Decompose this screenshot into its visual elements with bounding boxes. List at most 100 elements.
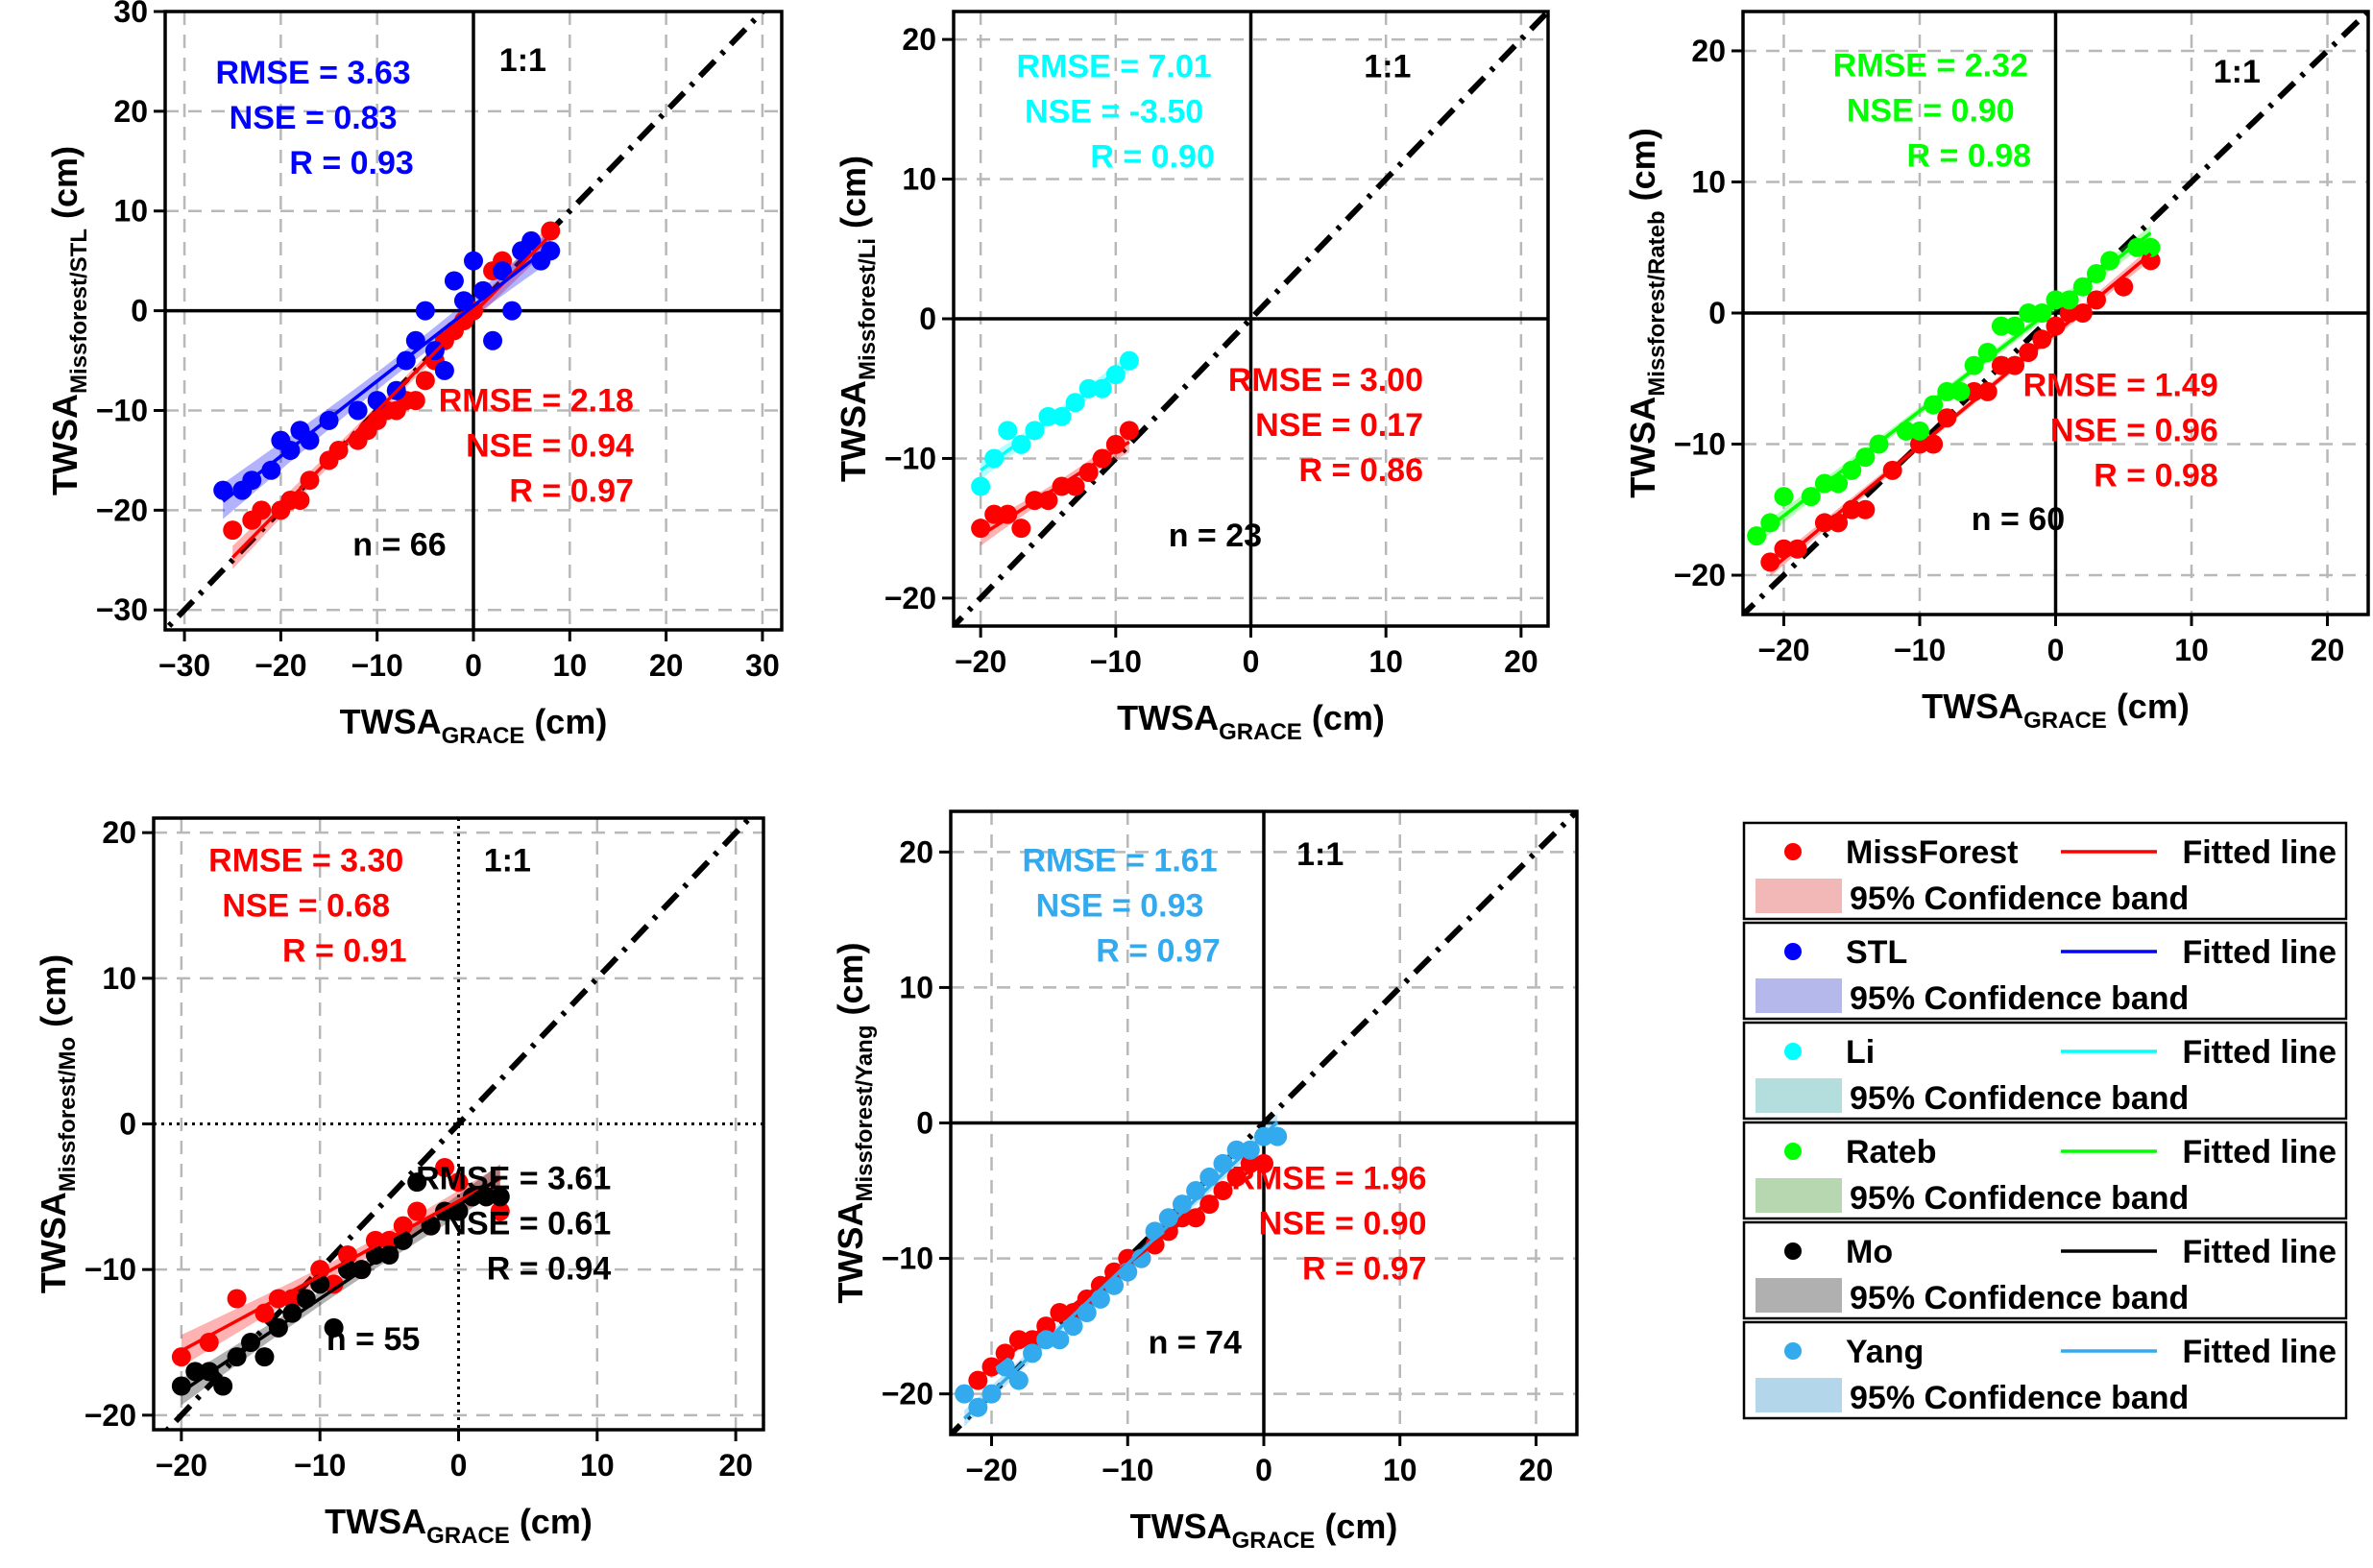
data-point-missforest bbox=[1011, 519, 1031, 539]
data-point-yang bbox=[1268, 1126, 1288, 1146]
stats-rateb-rmse: RMSE = 2.32 bbox=[1833, 48, 2028, 84]
data-point-missforest bbox=[1855, 499, 1876, 519]
legend-band-label: 95% Confidence band bbox=[1850, 980, 2189, 1017]
data-point-missforest bbox=[1118, 1248, 1138, 1268]
data-point-stl bbox=[493, 261, 513, 281]
legend-box bbox=[1742, 821, 2348, 921]
legend-marker bbox=[1784, 1043, 1802, 1060]
plot-area bbox=[165, 12, 782, 630]
data-point-rateb bbox=[2100, 251, 2120, 271]
data-point-stl bbox=[502, 301, 522, 321]
x-tick-label: −20 bbox=[965, 1453, 1017, 1487]
x-tick-label: 0 bbox=[1255, 1453, 1272, 1487]
data-point-li bbox=[1011, 434, 1031, 454]
stats-li-r: R = 0.90 bbox=[1090, 138, 1214, 175]
sample-count: n = 66 bbox=[352, 527, 446, 564]
fitted-line-missforest bbox=[1769, 252, 2152, 571]
y-tick-label: −20 bbox=[96, 493, 148, 527]
scatter-panel-mo: −20 −10 0 10 20 −20 −10 0 10 20 TWSAGRACE (cm) TWSA… bbox=[34, 815, 765, 1549]
stats-stl-nse: NSE = 0.83 bbox=[230, 100, 398, 136]
data-point-rateb bbox=[1774, 487, 1794, 507]
sample-count: n = 74 bbox=[1149, 1325, 1242, 1362]
legend-band-swatch bbox=[1756, 1178, 1842, 1213]
stats-li-nse: NSE = -3.50 bbox=[1025, 93, 1203, 130]
data-point-missforest bbox=[252, 500, 272, 520]
fitted-line-li bbox=[980, 361, 1130, 472]
x-tick-label: −20 bbox=[254, 648, 306, 683]
x-tick-label: 10 bbox=[553, 648, 588, 683]
y-tick-label: 20 bbox=[102, 815, 136, 850]
data-point-missforest bbox=[541, 221, 561, 241]
y-tick-label: 0 bbox=[916, 1106, 933, 1141]
y-tick-label: −30 bbox=[96, 592, 148, 627]
x-tick-label: 0 bbox=[1243, 644, 1260, 679]
data-point-missforest bbox=[1119, 421, 1139, 441]
stats-missforest-rmse: RMSE = 1.49 bbox=[2023, 368, 2218, 404]
data-point-missforest bbox=[407, 1201, 427, 1221]
one-to-one-line bbox=[163, 818, 754, 1430]
data-point-li bbox=[998, 421, 1018, 441]
stats-li-rmse: RMSE = 7.01 bbox=[1017, 48, 1212, 84]
one-to-one-label: 1:1 bbox=[2214, 54, 2261, 90]
y-tick-label: 10 bbox=[899, 970, 933, 1004]
y-tick-label: 30 bbox=[113, 0, 148, 29]
data-point-missforest bbox=[2032, 329, 2052, 350]
sample-count: n = 60 bbox=[1972, 501, 2065, 538]
data-point-yang bbox=[1199, 1167, 1220, 1187]
data-point-mo bbox=[324, 1317, 344, 1338]
x-axis-label: TWSAGRACE (cm) bbox=[1922, 687, 2190, 734]
scatter-panel-li: −20 −10 0 10 20 −20 −10 0 10 20 TWSAGRACE (cm) TWSA… bbox=[834, 10, 1550, 745]
data-point-rateb bbox=[1977, 342, 1998, 362]
legend-band-label: 95% Confidence band bbox=[1850, 1180, 2189, 1217]
y-tick-label: 0 bbox=[919, 302, 936, 336]
legend-band-label: 95% Confidence band bbox=[1850, 1380, 2189, 1416]
data-point-li bbox=[1078, 378, 1099, 398]
data-point-rateb bbox=[1924, 395, 1944, 415]
one-to-one-label: 1:1 bbox=[1296, 836, 1344, 873]
stats-mo-rmse: RMSE = 3.61 bbox=[416, 1161, 611, 1197]
data-point-missforest bbox=[1078, 463, 1099, 482]
y-tick-label: −20 bbox=[884, 581, 936, 615]
x-axis-label: TWSAGRACE (cm) bbox=[325, 1502, 593, 1549]
x-tick-label: −20 bbox=[156, 1448, 207, 1483]
data-point-missforest bbox=[171, 1347, 191, 1367]
data-point-rateb bbox=[2127, 237, 2147, 257]
data-point-rateb bbox=[1909, 421, 1929, 441]
stats-rateb-r: R = 0.98 bbox=[1907, 138, 2031, 175]
data-point-missforest bbox=[1937, 408, 1957, 428]
plot-area bbox=[954, 12, 1548, 626]
plot-area bbox=[154, 818, 763, 1430]
data-point-missforest bbox=[393, 1216, 413, 1236]
data-point-stl bbox=[367, 391, 387, 411]
data-point-stl bbox=[541, 241, 561, 261]
data-point-stl bbox=[415, 301, 435, 321]
data-point-stl bbox=[213, 480, 233, 500]
stats-missforest-r: R = 0.98 bbox=[2094, 458, 2217, 495]
legend-box bbox=[1742, 1320, 2348, 1420]
y-tick-label: 0 bbox=[1708, 296, 1726, 330]
data-point-rateb bbox=[1760, 513, 1780, 533]
legend-series-name: Mo bbox=[1846, 1234, 1893, 1270]
data-point-missforest bbox=[1991, 355, 2011, 375]
stats-yang-rmse: RMSE = 1.61 bbox=[1022, 842, 1217, 879]
x-tick-label: −10 bbox=[294, 1448, 346, 1483]
fitted-line-mo bbox=[180, 1175, 501, 1394]
fitted-line-missforest bbox=[980, 440, 1130, 538]
data-point-mo bbox=[185, 1362, 206, 1382]
data-point-missforest bbox=[1172, 1208, 1192, 1228]
one-to-one-label: 1:1 bbox=[499, 42, 546, 79]
legend-band-label: 95% Confidence band bbox=[1850, 1080, 2189, 1117]
x-tick-label: 10 bbox=[1383, 1453, 1417, 1487]
x-tick-label: −20 bbox=[1757, 633, 1809, 667]
stats-missforest-r: R = 0.86 bbox=[1299, 452, 1423, 489]
y-axis-label: TWSAMissforest/STL (cm) bbox=[45, 146, 92, 495]
legend-box bbox=[1742, 1220, 2348, 1320]
data-point-stl bbox=[521, 230, 542, 251]
stats-missforest-r: R = 0.97 bbox=[509, 472, 633, 509]
stats-stl-r: R = 0.93 bbox=[289, 145, 413, 181]
data-point-mo bbox=[171, 1376, 191, 1396]
data-point-missforest bbox=[1254, 1153, 1273, 1173]
legend: MissForest Fitted line 95% Confidence band… bbox=[1742, 821, 2348, 1420]
legend-entry-li: Li Fitted line 95% Confidence band bbox=[1742, 1021, 2348, 1121]
